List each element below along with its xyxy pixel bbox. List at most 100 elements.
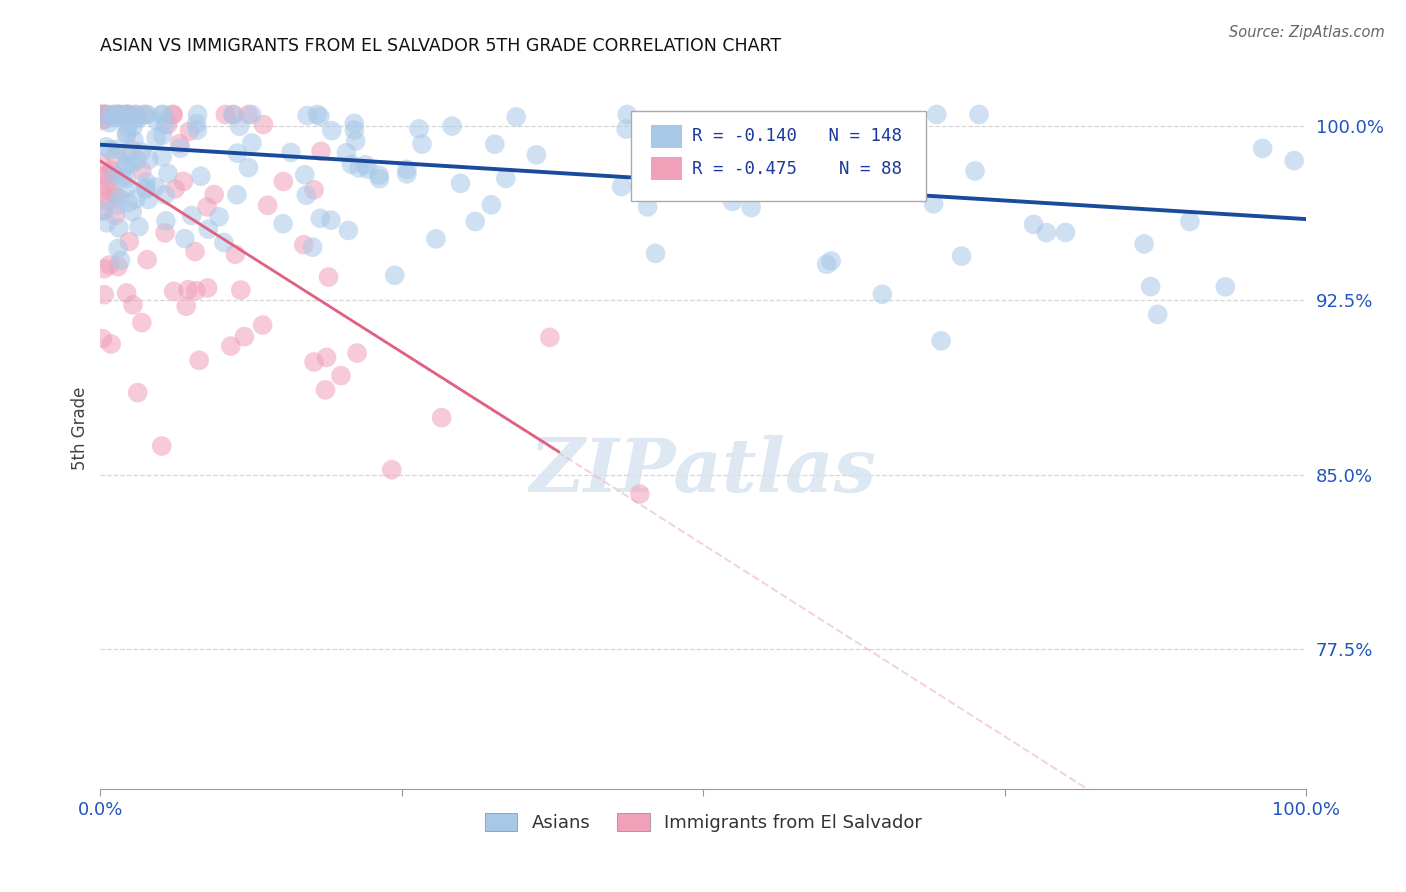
Point	[174, 299, 197, 313]
Point	[644, 246, 666, 260]
Point	[105, 189, 128, 203]
Point	[637, 136, 659, 150]
Point	[314, 383, 336, 397]
Point	[925, 107, 948, 121]
Point	[138, 153, 160, 167]
Point	[628, 487, 651, 501]
Point	[318, 270, 340, 285]
Point	[709, 175, 731, 189]
Point	[90, 107, 112, 121]
Point	[91, 203, 114, 218]
Point	[94, 112, 117, 127]
Point	[118, 235, 141, 249]
Point	[637, 200, 659, 214]
Point	[395, 162, 418, 177]
Point	[107, 107, 129, 121]
Point	[225, 187, 247, 202]
Point	[100, 186, 122, 200]
Point	[115, 127, 138, 141]
Point	[173, 231, 195, 245]
Point	[654, 162, 676, 177]
Point	[384, 268, 406, 283]
Point	[96, 168, 118, 182]
Text: R = -0.140   N = 148: R = -0.140 N = 148	[692, 128, 903, 145]
Point	[132, 107, 155, 121]
Point	[100, 337, 122, 351]
Point	[184, 244, 207, 259]
FancyBboxPatch shape	[651, 157, 682, 180]
Point	[155, 214, 177, 228]
Point	[238, 161, 260, 175]
Point	[138, 193, 160, 207]
Point	[721, 194, 744, 209]
Point	[343, 116, 366, 130]
Point	[221, 107, 243, 121]
Point	[150, 150, 173, 164]
Point	[1035, 226, 1057, 240]
Point	[295, 109, 318, 123]
Point	[197, 222, 219, 236]
Point	[441, 119, 464, 133]
Point	[929, 334, 952, 348]
Point	[315, 351, 337, 365]
Point	[229, 283, 252, 297]
Point	[127, 385, 149, 400]
Point	[308, 110, 330, 124]
Point	[103, 169, 125, 183]
Point	[1133, 237, 1156, 252]
Point	[91, 332, 114, 346]
Point	[162, 107, 184, 121]
Point	[302, 355, 325, 369]
Point	[145, 180, 167, 194]
Point	[162, 107, 184, 121]
Point	[307, 107, 329, 121]
Point	[180, 209, 202, 223]
Point	[98, 258, 121, 272]
Point	[125, 107, 148, 121]
Point	[526, 148, 548, 162]
Point	[128, 219, 150, 234]
Point	[219, 339, 242, 353]
Point	[233, 329, 256, 343]
Point	[309, 145, 332, 159]
Point	[190, 169, 212, 183]
Point	[146, 114, 169, 128]
Point	[1178, 214, 1201, 228]
Point	[614, 122, 637, 136]
Point	[90, 107, 112, 121]
Point	[115, 180, 138, 194]
Point	[240, 136, 263, 150]
Point	[425, 232, 447, 246]
Point	[208, 210, 231, 224]
Point	[319, 213, 342, 227]
Point	[186, 123, 208, 137]
Point	[368, 171, 391, 186]
Point	[101, 107, 124, 121]
Point	[150, 107, 173, 121]
Point	[302, 183, 325, 197]
Point	[94, 107, 117, 121]
Point	[131, 163, 153, 178]
Point	[450, 177, 472, 191]
Point	[107, 110, 129, 124]
Point	[411, 136, 433, 151]
Point	[179, 124, 201, 138]
Point	[616, 107, 638, 121]
Point	[408, 121, 430, 136]
Point	[98, 143, 121, 157]
Point	[96, 107, 118, 121]
Point	[152, 128, 174, 143]
Point	[107, 107, 129, 121]
Point	[111, 108, 134, 122]
Point	[125, 192, 148, 206]
Point	[1054, 226, 1077, 240]
Point	[114, 159, 136, 173]
Point	[169, 141, 191, 155]
Point	[172, 174, 194, 188]
Point	[103, 107, 125, 121]
Point	[90, 203, 112, 218]
Point	[789, 142, 811, 156]
Point	[100, 163, 122, 178]
Point	[1022, 218, 1045, 232]
Point	[115, 171, 138, 186]
